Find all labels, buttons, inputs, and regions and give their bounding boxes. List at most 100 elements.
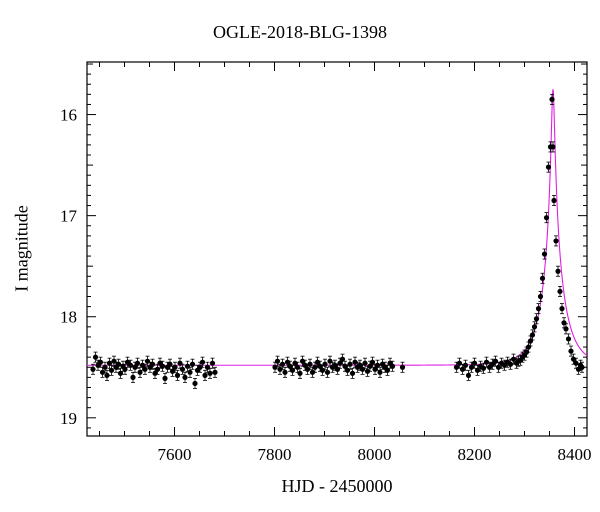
data-point [102,361,108,373]
point-marker [352,359,358,365]
point-marker [492,358,499,364]
x-tick-label: 7800 [258,445,292,464]
point-marker [462,362,469,368]
data-point [177,357,183,369]
data-point [537,291,544,302]
point-marker [162,375,168,381]
data-point [209,357,216,369]
point-marker [108,367,115,373]
point-marker [92,354,99,360]
point-marker [122,366,128,372]
point-marker [115,361,122,367]
point-marker [289,367,296,373]
point-marker [364,368,371,374]
data-point [307,358,313,370]
data-point [471,357,478,369]
point-marker [319,367,326,373]
model-line [87,89,588,366]
point-marker [529,332,536,338]
x-tick-label: 8000 [358,445,392,464]
point-marker [568,348,574,354]
data-point [204,361,211,373]
data-point [137,366,143,378]
point-marker [531,324,538,330]
x-tick-label: 7600 [158,445,192,464]
point-marker [465,372,472,378]
data-point [468,361,475,373]
point-marker [553,238,559,244]
point-marker [573,360,579,366]
point-marker [384,367,391,373]
data-point [377,366,383,378]
y-tick-label: 16 [60,106,77,125]
data-point [159,360,166,372]
point-marker [507,361,514,367]
point-marker [154,366,161,372]
data-point [187,366,193,378]
data-point [579,361,585,373]
data-point [399,361,406,373]
point-marker [579,364,585,370]
point-marker [347,361,353,367]
point-marker [212,369,218,375]
data-point [465,369,472,381]
point-marker [187,369,193,375]
plot-frame [86,61,588,437]
data-point [189,358,196,370]
data-point [549,93,555,105]
model-curve [87,89,588,366]
point-marker [344,367,351,373]
point-marker [90,366,96,372]
data-point [207,367,213,379]
point-marker [307,361,313,367]
point-marker [209,360,216,366]
point-marker [99,369,106,375]
axes [86,61,588,437]
x-tick-label: 8400 [558,445,592,464]
data-point [179,363,186,375]
point-marker [555,268,561,274]
point-marker [104,372,110,378]
point-marker [184,363,191,369]
data-point [347,358,353,370]
point-marker [117,370,124,376]
point-marker [557,288,563,295]
point-marker [541,251,548,257]
data-point [279,358,286,370]
point-marker [106,360,113,366]
data-point [115,358,122,370]
y-tick-label: 18 [60,308,77,327]
data-point [149,358,156,370]
data-point [539,272,546,284]
point-marker [312,364,318,370]
point-marker [549,96,555,102]
point-marker [159,363,166,369]
point-marker [179,366,186,372]
y-tick-label: 19 [60,409,77,428]
data-point [167,358,173,370]
data-point [97,356,104,368]
data-point [297,367,303,379]
data-point [322,358,328,370]
data-point [541,248,548,260]
point-marker [471,360,478,366]
data-point [212,366,218,378]
point-marker [349,370,356,376]
data-point [352,356,358,368]
data-point [127,359,134,371]
data-point [92,351,99,363]
point-marker [389,363,396,369]
point-marker [189,361,196,367]
data-point [144,355,151,367]
data-point [142,363,148,375]
point-marker [149,361,156,367]
point-marker [324,369,331,375]
data-point [130,371,136,383]
data-point [568,345,574,357]
point-marker [130,374,136,380]
data-point [563,323,569,335]
point-marker [551,197,557,204]
point-marker [304,366,311,372]
point-marker [359,366,366,372]
